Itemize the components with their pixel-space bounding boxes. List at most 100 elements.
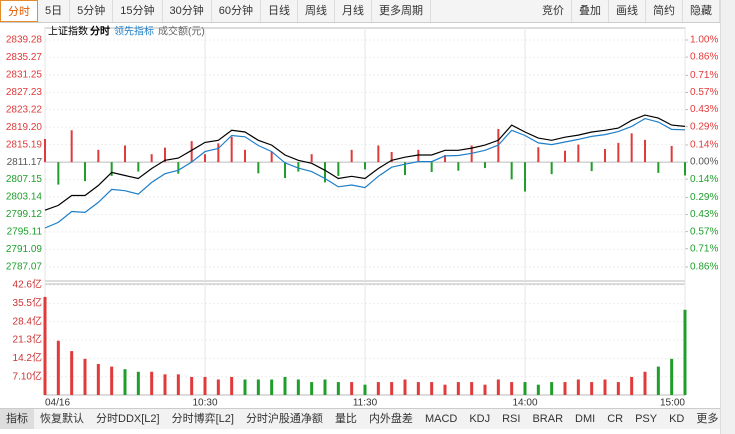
y-tick-label: 2831.25 xyxy=(6,70,43,81)
toolbar-button[interactable]: 5分钟 xyxy=(70,0,114,22)
volume-bar xyxy=(216,379,220,395)
volume-bar xyxy=(430,382,434,395)
y-tick-label: 2835.27 xyxy=(6,52,43,63)
volume-bar xyxy=(110,366,114,395)
volume-bar xyxy=(190,376,194,395)
indicator-tabs: 指标 恢复默认 分时DDX[L2] 分时博弈[L2] 分时沪股通净额 量比 内外盘差 MACD… xyxy=(0,408,735,429)
indicator-tab[interactable]: 分时沪股通净额 xyxy=(245,413,323,425)
volume-bar xyxy=(643,371,647,395)
volume-bar xyxy=(496,379,500,395)
volume-bar xyxy=(323,379,327,395)
chart-title: 分时 xyxy=(90,25,110,38)
legend-label: 上证指数 xyxy=(48,25,88,38)
volume-bar xyxy=(416,382,420,395)
toolbar-button[interactable]: 分时 xyxy=(0,0,38,22)
indicator-bar xyxy=(204,154,206,163)
toolbar-button[interactable]: 画线 xyxy=(609,0,646,22)
volume-bar xyxy=(376,382,380,395)
toolbar-button[interactable]: 竞价 xyxy=(535,0,572,22)
indicator-tab[interactable]: 更多 xyxy=(696,413,719,425)
y2-tick-label: 0.43% xyxy=(690,104,718,115)
volume-bar xyxy=(683,309,687,395)
y-tick-label: 21.3亿 xyxy=(13,333,42,346)
indicator-tab[interactable]: 分时博弈[L2] xyxy=(171,413,234,425)
y-tick-label: 2819.20 xyxy=(6,122,43,133)
volume-bar xyxy=(83,358,87,395)
indicator-bar xyxy=(297,162,300,172)
indicator-tab[interactable]: KDJ xyxy=(469,413,491,425)
volume-bar xyxy=(230,376,234,395)
indicator-bar xyxy=(284,162,286,179)
y-tick-label: 2799.12 xyxy=(6,209,43,220)
indicator-bar xyxy=(337,162,340,176)
y2-tick-label: 0.43% xyxy=(690,209,718,220)
indicator-bar xyxy=(324,162,326,183)
indicator-tab[interactable]: RSI xyxy=(502,413,521,425)
y2-tick-label: 0.86% xyxy=(690,262,718,273)
volume-bar xyxy=(523,382,527,395)
indicator-bar xyxy=(364,162,366,170)
indicator-tab[interactable]: PSY xyxy=(635,413,658,425)
volume-bar xyxy=(443,384,447,395)
indicator-bar xyxy=(137,162,140,172)
indicator-bar xyxy=(390,152,393,163)
y2-tick-label: 0.14% xyxy=(690,174,718,185)
volume-bar xyxy=(136,371,140,395)
y-tick-label: 2811.17 xyxy=(7,157,43,168)
indicator-tab[interactable]: 指标 xyxy=(0,409,34,429)
indicator-tab[interactable]: KD xyxy=(669,413,685,425)
toolbar-button[interactable]: 隐藏 xyxy=(683,0,720,22)
toolbar-button[interactable]: 简约 xyxy=(646,0,683,22)
scrollbar[interactable] xyxy=(720,0,735,434)
indicator-tab[interactable]: DMI xyxy=(575,413,596,425)
indicator-tab[interactable]: MACD xyxy=(424,413,458,425)
toolbar-button[interactable]: 周线 xyxy=(298,0,335,22)
toolbar-button[interactable]: 月线 xyxy=(335,0,372,22)
indicator-tab[interactable]: 内外盘差 xyxy=(368,413,413,425)
indicator-bar xyxy=(124,145,126,163)
indicator-bar xyxy=(150,154,153,163)
toolbar-button[interactable]: 5日 xyxy=(38,0,71,22)
toolbar-button[interactable]: 日线 xyxy=(261,0,298,22)
volume-bar xyxy=(270,379,274,395)
volume-bar xyxy=(43,296,47,395)
indicator-bar xyxy=(257,162,260,174)
volume-bar xyxy=(510,382,514,395)
toolbar-button[interactable]: 叠加 xyxy=(572,0,609,22)
y2-tick-label: 1.00% xyxy=(690,35,718,46)
indicator-tab[interactable]: 量比 xyxy=(334,413,357,425)
toolbar: 分时 5日 5分钟 15分钟 30分钟 60分钟 日线 周线 月线 更多周期 竞价 叠加 画线 简约 隐藏 xyxy=(0,0,720,23)
indicator-tab[interactable]: BRAR xyxy=(532,413,564,425)
indicator-bar xyxy=(564,150,566,163)
indicator-tab[interactable]: 恢复默认 xyxy=(40,413,84,425)
volume-bar xyxy=(123,369,127,395)
y2-tick-label: 0.29% xyxy=(690,121,718,132)
x-tick-label: 10:30 xyxy=(192,398,217,408)
volume-bar xyxy=(390,382,394,395)
toolbar-button[interactable]: 更多周期 xyxy=(372,0,431,22)
indicator-tab[interactable]: CR xyxy=(607,413,624,425)
indicator-bar xyxy=(537,147,540,163)
x-tick-label: 11:30 xyxy=(353,398,378,408)
volume-bar xyxy=(470,382,474,395)
volume-bar xyxy=(456,382,460,395)
indicator-bar xyxy=(350,149,353,163)
toolbar-right: 竞价 叠加 画线 简约 隐藏 xyxy=(535,0,720,22)
indicator-bar xyxy=(444,155,446,163)
toolbar-button[interactable]: 30分钟 xyxy=(163,0,212,22)
indicator-bar xyxy=(417,149,420,163)
indicator-bar xyxy=(57,162,60,185)
y-tick-label: 2827.23 xyxy=(6,87,43,98)
indicator-bar xyxy=(684,162,686,176)
toolbar-button[interactable]: 15分钟 xyxy=(113,0,163,22)
y2-tick-label: 0.00% xyxy=(690,157,718,168)
y-tick-label: 2787.07 xyxy=(6,261,43,272)
y2-tick-label: 0.71% xyxy=(690,243,718,254)
indicator-tab[interactable]: 分时DDX[L2] xyxy=(96,413,160,425)
y-tick-label: 2823.22 xyxy=(6,104,43,115)
volume-bar xyxy=(256,379,260,395)
toolbar-button[interactable]: 60分钟 xyxy=(212,0,261,22)
volume-bar xyxy=(150,371,154,395)
volume-bar xyxy=(603,379,607,395)
